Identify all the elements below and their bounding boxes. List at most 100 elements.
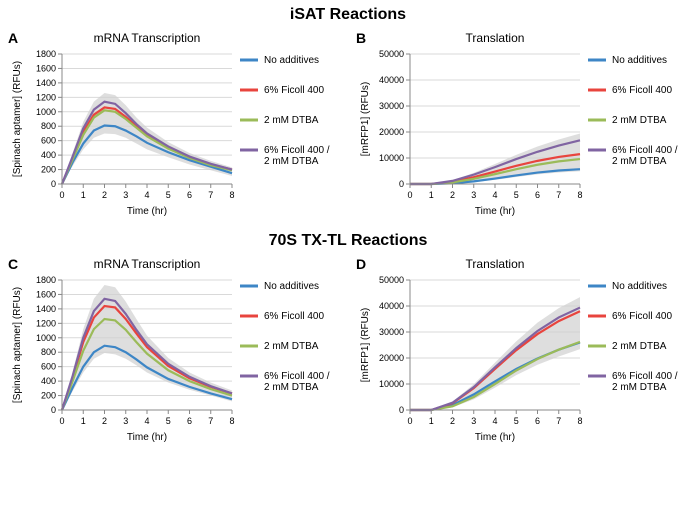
ytick-label: 1400 [36, 78, 56, 88]
legend-label: 2 mM DTBA [612, 382, 667, 393]
legend-label: 6% Ficoll 400 / [612, 145, 678, 156]
ytick-label: 0 [399, 405, 404, 415]
ytick-label: 30000 [379, 101, 404, 111]
ytick-label: 1000 [36, 333, 56, 343]
ytick-label: 400 [41, 376, 56, 386]
xtick-label: 7 [556, 416, 561, 426]
xtick-label: 5 [514, 190, 519, 200]
row-bottom: C 0 1 2 3 4 5 6 7 8 0 200 400 600 800 1000 1200 1400 1600 1… [0, 250, 696, 450]
ytick-label: 10000 [379, 379, 404, 389]
legend-label: 2 mM DTBA [264, 341, 319, 352]
xtick-label: 6 [187, 190, 192, 200]
panel-title: Translation [466, 257, 525, 271]
xtick-label: 8 [229, 416, 234, 426]
xtick-label: 4 [144, 416, 149, 426]
xtick-label: 1 [81, 416, 86, 426]
chart-svg: 01234567801000020000300004000050000Trans… [352, 24, 692, 224]
chart-svg: 01234567801000020000300004000050000Trans… [352, 250, 692, 450]
ytick-label: 0 [399, 179, 404, 189]
ytick-label: 50000 [379, 275, 404, 285]
legend-label: 6% Ficoll 400 / [264, 371, 330, 382]
legend-label: 2 mM DTBA [264, 156, 319, 167]
ytick-label: 1200 [36, 92, 56, 102]
xtick-label: 5 [166, 416, 171, 426]
panel-letter: D [356, 256, 366, 272]
ytick-label: 10000 [379, 153, 404, 163]
ytick-label: 800 [41, 121, 56, 131]
xtick-label: 7 [208, 190, 213, 200]
xaxis-label: Time (hr) [475, 432, 515, 443]
panel-title: mRNA Transcription [94, 257, 201, 271]
panel-d: D01234567801000020000300004000050000Tran… [352, 250, 692, 450]
ytick-label: 1800 [36, 49, 56, 59]
xtick-label: 6 [187, 416, 192, 426]
figure-page: iSAT Reactions A012345678020040060080010… [0, 0, 696, 508]
ytick-label: 40000 [379, 75, 404, 85]
panel-a: A012345678020040060080010001200140016001… [4, 24, 344, 224]
xtick-label: 3 [471, 416, 476, 426]
ytick-label: 30000 [379, 327, 404, 337]
yaxis-label: [mRFP1] (RFUs) [360, 308, 371, 382]
xtick-label: 2 [450, 190, 455, 200]
ytick-label: 1600 [36, 289, 56, 299]
panel-b: B01234567801000020000300004000050000Tran… [352, 24, 692, 224]
xtick-label: 4 [144, 190, 149, 200]
ytick-label: 1800 [36, 275, 56, 285]
panel-letter: A [8, 30, 18, 46]
xaxis-label: Time (hr) [127, 206, 167, 217]
yaxis-label: [Spinach aptamer] (RFUs) [12, 287, 23, 403]
ytick-label: 600 [41, 136, 56, 146]
row-top: A012345678020040060080010001200140016001… [0, 24, 696, 224]
panel-c: C012345678020040060080010001200140016001… [4, 250, 344, 450]
section-title-bottom: 70S TX-TL Reactions [0, 224, 696, 250]
ytick-label: 200 [41, 165, 56, 175]
xtick-label: 6 [535, 190, 540, 200]
xtick-label: 8 [577, 416, 582, 426]
legend-label: 6% Ficoll 400 [264, 85, 324, 96]
ytick-label: 20000 [379, 353, 404, 363]
xtick-label: 4 [492, 416, 497, 426]
legend-label: 2 mM DTBA [612, 341, 667, 352]
chart-svg: 0123456780200400600800100012001400160018… [4, 250, 344, 450]
xtick-label: 4 [492, 190, 497, 200]
xtick-label: 7 [556, 190, 561, 200]
xtick-label: 3 [123, 190, 128, 200]
panel-title: Translation [466, 31, 525, 45]
xtick-label: 2 [450, 416, 455, 426]
xtick-label: 8 [577, 190, 582, 200]
xtick-label: 0 [59, 190, 64, 200]
xaxis-label: Time (hr) [127, 432, 167, 443]
ytick-label: 200 [41, 391, 56, 401]
xtick-label: 7 [208, 416, 213, 426]
xtick-label: 5 [166, 190, 171, 200]
xtick-label: 1 [429, 416, 434, 426]
panel-letter: C [8, 256, 18, 272]
legend-label: No additives [264, 281, 319, 292]
xtick-label: 0 [407, 416, 412, 426]
yaxis-label: [mRFP1] (RFUs) [360, 82, 371, 156]
xtick-label: 1 [429, 190, 434, 200]
xtick-label: 3 [123, 416, 128, 426]
panel-title: mRNA Transcription [94, 31, 201, 45]
xtick-label: 1 [81, 190, 86, 200]
legend-label: 2 mM DTBA [264, 115, 319, 126]
xtick-label: 0 [59, 416, 64, 426]
yaxis-label: [Spinach aptamer] (RFUs) [12, 61, 23, 177]
chart-svg: 0123456780200400600800100012001400160018… [4, 24, 344, 224]
legend-label: No additives [612, 55, 667, 66]
legend-label: No additives [612, 281, 667, 292]
ytick-label: 1200 [36, 318, 56, 328]
xtick-label: 6 [535, 416, 540, 426]
legend-label: 6% Ficoll 400 [264, 311, 324, 322]
legend-label: 6% Ficoll 400 [612, 311, 672, 322]
section-title-top: iSAT Reactions [0, 0, 696, 24]
legend-label: 6% Ficoll 400 [612, 85, 672, 96]
xtick-label: 0 [407, 190, 412, 200]
ytick-label: 600 [41, 362, 56, 372]
panel-letter: B [356, 30, 366, 46]
legend-label: 2 mM DTBA [612, 156, 667, 167]
xaxis-label: Time (hr) [475, 206, 515, 217]
ytick-label: 1600 [36, 63, 56, 73]
ytick-label: 800 [41, 347, 56, 357]
ytick-label: 1400 [36, 304, 56, 314]
